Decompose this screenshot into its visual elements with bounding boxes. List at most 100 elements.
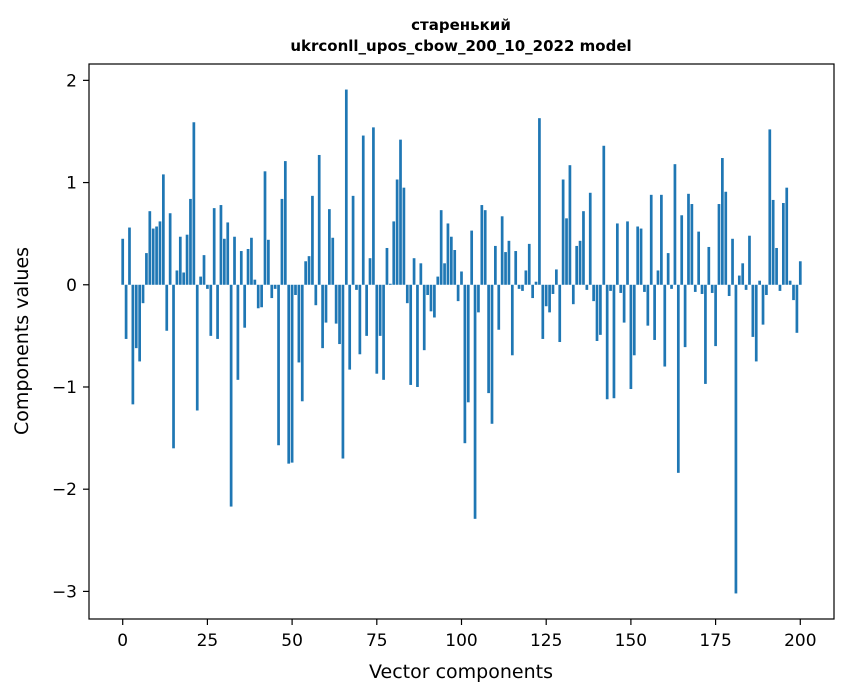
bar <box>297 284 301 363</box>
bar <box>348 284 352 370</box>
bar <box>206 284 209 289</box>
bar <box>416 284 419 387</box>
bar <box>782 203 785 285</box>
bar <box>141 284 145 304</box>
x-tick-label: 125 <box>530 631 562 651</box>
bar <box>192 122 196 285</box>
bar <box>131 284 135 405</box>
y-tick-label: −2 <box>52 480 77 500</box>
bar <box>243 284 247 328</box>
bar <box>714 284 717 347</box>
bar <box>470 230 474 285</box>
bar <box>239 251 243 285</box>
x-tick-label: 0 <box>117 631 128 651</box>
bar <box>761 284 765 325</box>
bar <box>599 284 602 335</box>
bar <box>324 284 328 323</box>
bar <box>263 171 267 285</box>
bar <box>219 205 223 285</box>
bar <box>294 284 297 295</box>
bar <box>466 284 470 403</box>
bar <box>483 210 487 285</box>
bar <box>270 284 274 299</box>
bar <box>748 235 751 285</box>
bar <box>775 247 778 285</box>
bar <box>588 192 592 285</box>
bar <box>277 284 280 446</box>
bar <box>399 139 402 285</box>
bar <box>754 284 758 362</box>
bar <box>304 261 308 285</box>
bar <box>449 236 453 285</box>
bars-layer <box>121 89 802 594</box>
bar <box>185 234 189 285</box>
bar <box>165 284 169 331</box>
bar <box>331 237 335 285</box>
bar <box>162 174 165 285</box>
bar <box>721 158 724 285</box>
bar <box>212 208 216 285</box>
bar <box>798 261 802 285</box>
bar <box>311 195 314 285</box>
bar <box>704 284 707 384</box>
bar <box>412 258 416 285</box>
y-tick-label: 0 <box>66 276 77 296</box>
y-axis-label: Components values <box>11 247 33 435</box>
bar <box>778 284 782 291</box>
x-tick-label: 25 <box>197 631 219 651</box>
bar <box>578 240 582 285</box>
bar <box>314 284 318 306</box>
x-tick-label: 200 <box>784 631 816 651</box>
bar <box>632 284 636 356</box>
bar <box>233 236 236 285</box>
bar <box>246 249 250 285</box>
bar <box>199 276 202 285</box>
x-axis-ticks: 0 25 50 75 100 125 150 175 200 <box>117 619 817 651</box>
bar <box>253 279 257 285</box>
bar <box>612 284 616 399</box>
bar <box>649 194 653 285</box>
bar <box>372 127 375 285</box>
bar <box>460 271 463 285</box>
bar <box>639 228 643 285</box>
bar <box>409 284 413 385</box>
bar <box>209 284 213 336</box>
bar <box>497 284 501 330</box>
bar <box>402 187 406 285</box>
bar <box>510 284 514 356</box>
bar <box>561 179 565 285</box>
bar <box>158 221 162 285</box>
bar <box>500 216 504 285</box>
bar <box>724 191 728 285</box>
y-tick-label: −1 <box>52 378 77 398</box>
bar <box>148 211 152 285</box>
bar <box>368 258 372 285</box>
chart-subtitle: ukrconll_upos_cbow_200_10_2022 model <box>290 37 631 55</box>
bar <box>697 231 701 285</box>
bar <box>189 198 192 285</box>
bar <box>710 284 714 293</box>
bar <box>365 284 368 336</box>
bar <box>629 284 633 390</box>
bar <box>504 252 507 285</box>
bar <box>615 223 619 285</box>
bar <box>487 284 490 394</box>
bar <box>727 284 731 297</box>
bar <box>771 199 775 285</box>
bar <box>250 237 253 285</box>
bar <box>178 236 182 285</box>
bar <box>680 215 684 285</box>
bar <box>341 284 345 459</box>
bar <box>582 211 585 285</box>
bar <box>283 161 287 285</box>
bar <box>439 210 443 285</box>
bar <box>195 284 199 411</box>
bar <box>128 227 131 285</box>
bar <box>707 246 711 285</box>
bar <box>660 194 663 285</box>
bar <box>361 135 365 285</box>
bar <box>287 284 291 464</box>
bar <box>175 270 179 285</box>
bar <box>385 247 389 285</box>
